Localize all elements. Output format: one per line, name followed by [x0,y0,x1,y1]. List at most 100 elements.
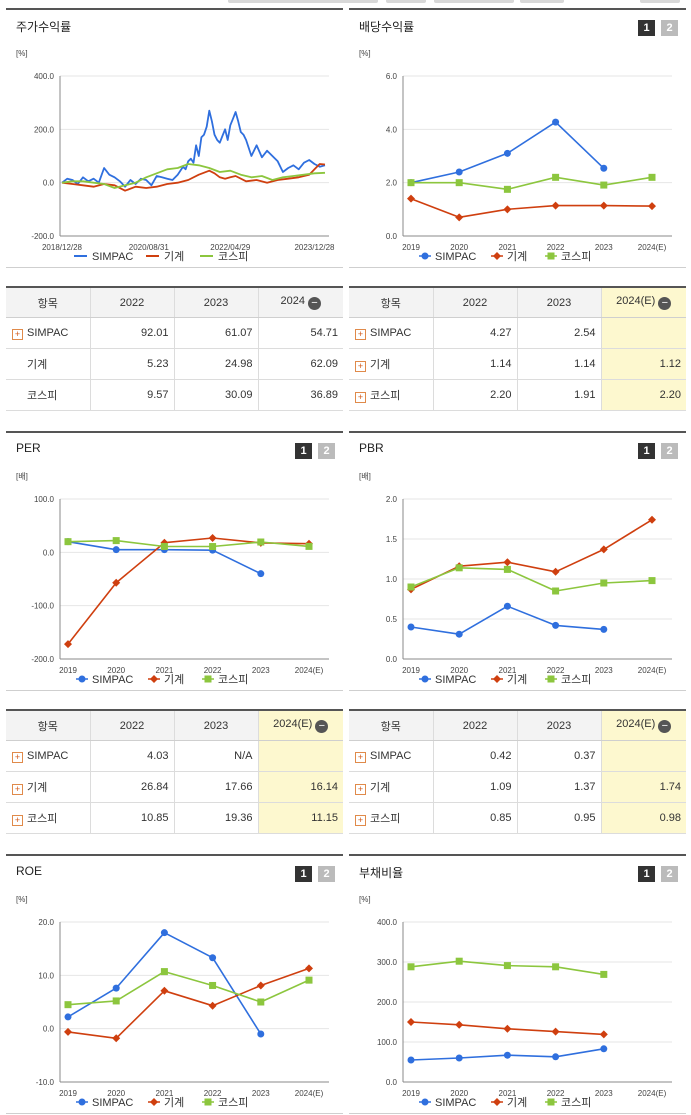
expand-icon[interactable]: + [355,361,366,372]
kospi-point [257,538,265,546]
column-header: 2022 [119,719,145,732]
view-2-button[interactable]: 2 [318,866,335,882]
collapse-icon[interactable]: − [658,297,672,310]
table-cell: 0.85 [490,812,512,824]
y-tick-label: 2.0 [386,495,398,504]
machinery-point [599,201,608,210]
legend-label: 기계 [507,250,527,263]
view-1-button[interactable]: 1 [638,443,655,459]
simpac-point [552,118,560,126]
simpac-point [209,954,217,962]
row-label: SIMPAC [27,749,69,762]
table-cell: 0.98 [659,812,681,824]
kospi-line [61,163,326,189]
kospi-point [209,981,217,989]
simpac-point [421,675,429,683]
legend-label: SIMPAC [92,674,133,686]
kospi-point [305,542,313,550]
kospi-point [648,173,656,181]
column-header: 2024(E) [273,718,313,730]
x-tick-label: 2019 [402,666,420,675]
y-tick-label: -10.0 [36,1078,55,1087]
x-tick-label: 2020 [450,666,468,675]
column-header: 2022 [462,296,488,309]
table-cell: 1.14 [574,358,596,370]
table-row: + SIMPAC 92.01 61.07 54.71 [6,317,343,349]
x-tick-label: 2023 [595,1089,613,1098]
y-tick-label: 0.0 [386,1078,398,1087]
x-tick-label: 2018/12/28 [42,243,83,252]
per-chart: [배] -200.0 -100.0 0.0 100.0 2019 2020 2021 2022 2… [16,472,329,686]
row-label: 기계 [27,359,48,371]
kospi-line [67,970,310,1006]
kospi-point [455,957,463,965]
panel-title: 배당수익률 [359,20,415,34]
legend-label: SIMPAC [435,674,476,686]
table-cell: 54.71 [310,327,338,339]
x-tick-label: 2023 [595,666,613,675]
machinery-point [455,1020,464,1029]
collapse-icon[interactable]: − [307,297,321,310]
legend-label: SIMPAC [435,1097,476,1109]
view-2-button[interactable]: 2 [661,866,678,882]
expand-icon[interactable]: + [12,751,23,763]
expand-icon[interactable]: + [355,328,366,340]
table-cell: 61.07 [224,327,253,339]
expand-icon[interactable]: + [355,751,366,763]
machinery-point [493,675,501,683]
x-tick-label: 2021 [499,1089,517,1098]
expand-icon[interactable]: + [355,392,366,403]
y-tick-label: 300.0 [377,958,398,967]
machinery-line [61,163,326,192]
table-cell: 4.03 [147,750,169,762]
expand-icon[interactable]: + [12,784,23,795]
legend-label: 코스피 [561,1096,591,1109]
legend-label: 코스피 [561,250,591,263]
column-header: 항목 [37,297,58,310]
view-1-button[interactable]: 1 [295,443,312,459]
expand-icon[interactable]: + [355,784,366,795]
panel-title: PER [16,441,41,455]
view-1-button[interactable]: 1 [638,866,655,882]
kospi-point [552,963,560,971]
y-tick-label: 1.5 [386,535,398,544]
machinery-point [208,534,217,543]
view-1-button[interactable]: 1 [295,866,312,882]
table-cell: 5.23 [147,358,169,370]
view-2-button[interactable]: 2 [661,443,678,459]
column-header: 2024 [280,295,305,307]
machinery-point [150,1098,158,1106]
expand-icon[interactable]: + [12,815,23,826]
expand-icon[interactable]: + [12,328,23,340]
view-2-button[interactable]: 2 [661,20,678,36]
x-tick-label: 2022 [204,666,222,675]
simpac-point [455,630,463,638]
collapse-icon[interactable]: − [315,720,329,733]
column-header: 2023 [203,296,229,309]
machinery-point [551,1027,560,1036]
kospi-point [64,1001,72,1009]
view-2-button[interactable]: 2 [318,443,335,459]
legend-label: 코스피 [218,250,248,263]
table-cell: 1.74 [659,781,681,793]
machinery-point [160,538,169,547]
collapse-icon[interactable]: − [658,720,672,733]
y-tick-label: 0.0 [386,655,398,664]
unit-label: [배] [359,472,371,481]
simpac-point [112,546,120,554]
expand-icon[interactable]: + [355,815,366,826]
simpac-point [503,149,511,157]
legend-label: SIMPAC [435,251,476,263]
kospi-point [600,970,608,978]
table-cell: 11.15 [311,812,338,824]
simpac-point [407,623,415,631]
panel-title: ROE [16,864,43,878]
simpac-point [503,1051,511,1059]
simpac-point [552,1053,560,1061]
machinery-point [64,1027,72,1036]
table-row: + 기계 1.09 1.37 1.74 [349,771,686,803]
x-tick-label: 2019 [402,1089,420,1098]
kospi-point [600,181,608,189]
view-1-button[interactable]: 1 [638,20,655,36]
